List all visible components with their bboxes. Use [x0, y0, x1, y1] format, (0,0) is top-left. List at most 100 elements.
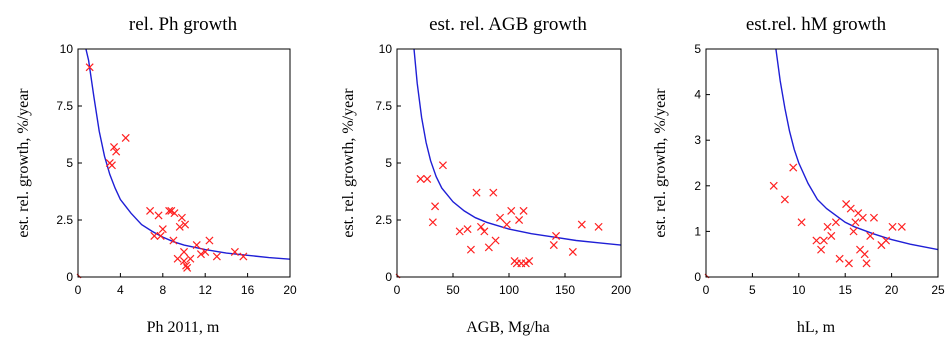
data-point [107, 161, 116, 170]
x-tick-label: 16 [241, 283, 255, 297]
x-tick-label: 25 [931, 283, 945, 297]
panel-title: rel. Ph growth [129, 14, 238, 35]
panel-title: est. rel. AGB growth [429, 14, 587, 35]
data-point [438, 161, 447, 170]
data-point [170, 209, 179, 218]
y-tick-label: 3 [694, 133, 701, 147]
data-point [519, 206, 528, 215]
data-point [888, 222, 897, 231]
y-axis-label: est. rel. growth, %/year [15, 88, 32, 238]
data-point [502, 220, 511, 229]
y-tick-label: 0 [66, 270, 73, 284]
y-tick-label: 5 [385, 156, 392, 170]
data-point [835, 254, 844, 263]
x-tick-label: 50 [446, 283, 460, 297]
y-tick-label: 5 [66, 156, 73, 170]
data-point [823, 222, 832, 231]
x-tick-label: 100 [499, 283, 519, 297]
data-point [112, 147, 121, 156]
data-point [817, 245, 826, 254]
y-tick-label: 2.5 [56, 213, 73, 227]
panel-3: est.rel. hM growth 0 5 10 15 20 25 0 1 2 3 4 5 hL, m e… [652, 14, 945, 336]
data-point [484, 243, 493, 252]
data-point [789, 163, 798, 172]
data-point [769, 181, 778, 190]
y-tick-label: 7.5 [56, 99, 73, 113]
x-tick-label: 0 [394, 283, 401, 297]
x-axis-label: Ph 2011, m [147, 319, 220, 336]
data-point [192, 241, 201, 250]
x-tick-label: 20 [283, 283, 297, 297]
data-point [849, 227, 858, 236]
x-tick-label: 200 [611, 283, 631, 297]
x-axis-label: AGB, Mg/ha [466, 319, 550, 336]
data-point [182, 261, 191, 270]
data-point [423, 174, 432, 183]
data-point [797, 218, 806, 227]
data-point [181, 220, 190, 229]
data-point [196, 250, 205, 259]
fit-curve [775, 49, 938, 251]
data-point [496, 213, 505, 222]
y-tick-label: 10 [60, 42, 74, 56]
data-point [110, 143, 119, 152]
data-point [860, 250, 869, 259]
data-point [212, 252, 221, 261]
data-point [146, 206, 155, 215]
data-point [169, 236, 178, 245]
data-point [549, 241, 558, 250]
y-tick-label: 10 [379, 42, 393, 56]
data-point [156, 231, 165, 240]
data-point [897, 222, 906, 231]
data-point [179, 247, 189, 256]
data-point [158, 225, 167, 234]
y-tick-label: 1 [694, 224, 701, 238]
data-point [827, 231, 836, 240]
x-tick-label: 0 [703, 283, 710, 297]
data-point [594, 222, 603, 231]
data-point [844, 259, 853, 268]
data-point [466, 245, 475, 254]
data-point [177, 213, 186, 222]
data-point [416, 174, 425, 183]
data-point [476, 222, 486, 231]
data-point [165, 206, 174, 215]
data-point [866, 231, 875, 240]
panel-title: est.rel. hM growth [746, 14, 887, 35]
data-point [121, 133, 130, 142]
data-point [480, 227, 489, 236]
data-point [515, 215, 524, 225]
panel-2: est. rel. AGB growth 0 50 100 150 200 0 2.5 5 7.5… [340, 14, 631, 336]
x-tick-label: 4 [117, 283, 124, 297]
data-point [455, 227, 464, 236]
data-point [851, 218, 860, 227]
fit-curve [413, 49, 621, 246]
data-point [85, 63, 94, 72]
data-point [862, 259, 871, 268]
data-point [831, 218, 840, 227]
data-point [472, 188, 481, 197]
y-tick-label: 5 [694, 42, 701, 56]
x-tick-label: 12 [199, 283, 213, 297]
data-point [173, 254, 182, 263]
data-point [239, 252, 248, 261]
data-point [812, 236, 821, 245]
plot-frame [396, 48, 622, 278]
data-point [846, 204, 855, 213]
fit-curve [85, 49, 290, 260]
y-tick-label: 0 [385, 270, 392, 284]
y-tick-label: 4 [694, 88, 701, 102]
data-point [186, 254, 195, 263]
y-tick-label: 2 [694, 179, 701, 193]
data-point [463, 225, 472, 234]
data-point [507, 206, 516, 215]
data-point [428, 218, 437, 227]
data-point [552, 231, 561, 240]
data-point [780, 195, 789, 204]
data-point [183, 263, 192, 272]
x-tick-label: 5 [749, 283, 756, 297]
data-point [150, 231, 159, 240]
data-point [869, 213, 878, 222]
data-point [819, 236, 828, 245]
y-tick-label: 7.5 [375, 99, 392, 113]
